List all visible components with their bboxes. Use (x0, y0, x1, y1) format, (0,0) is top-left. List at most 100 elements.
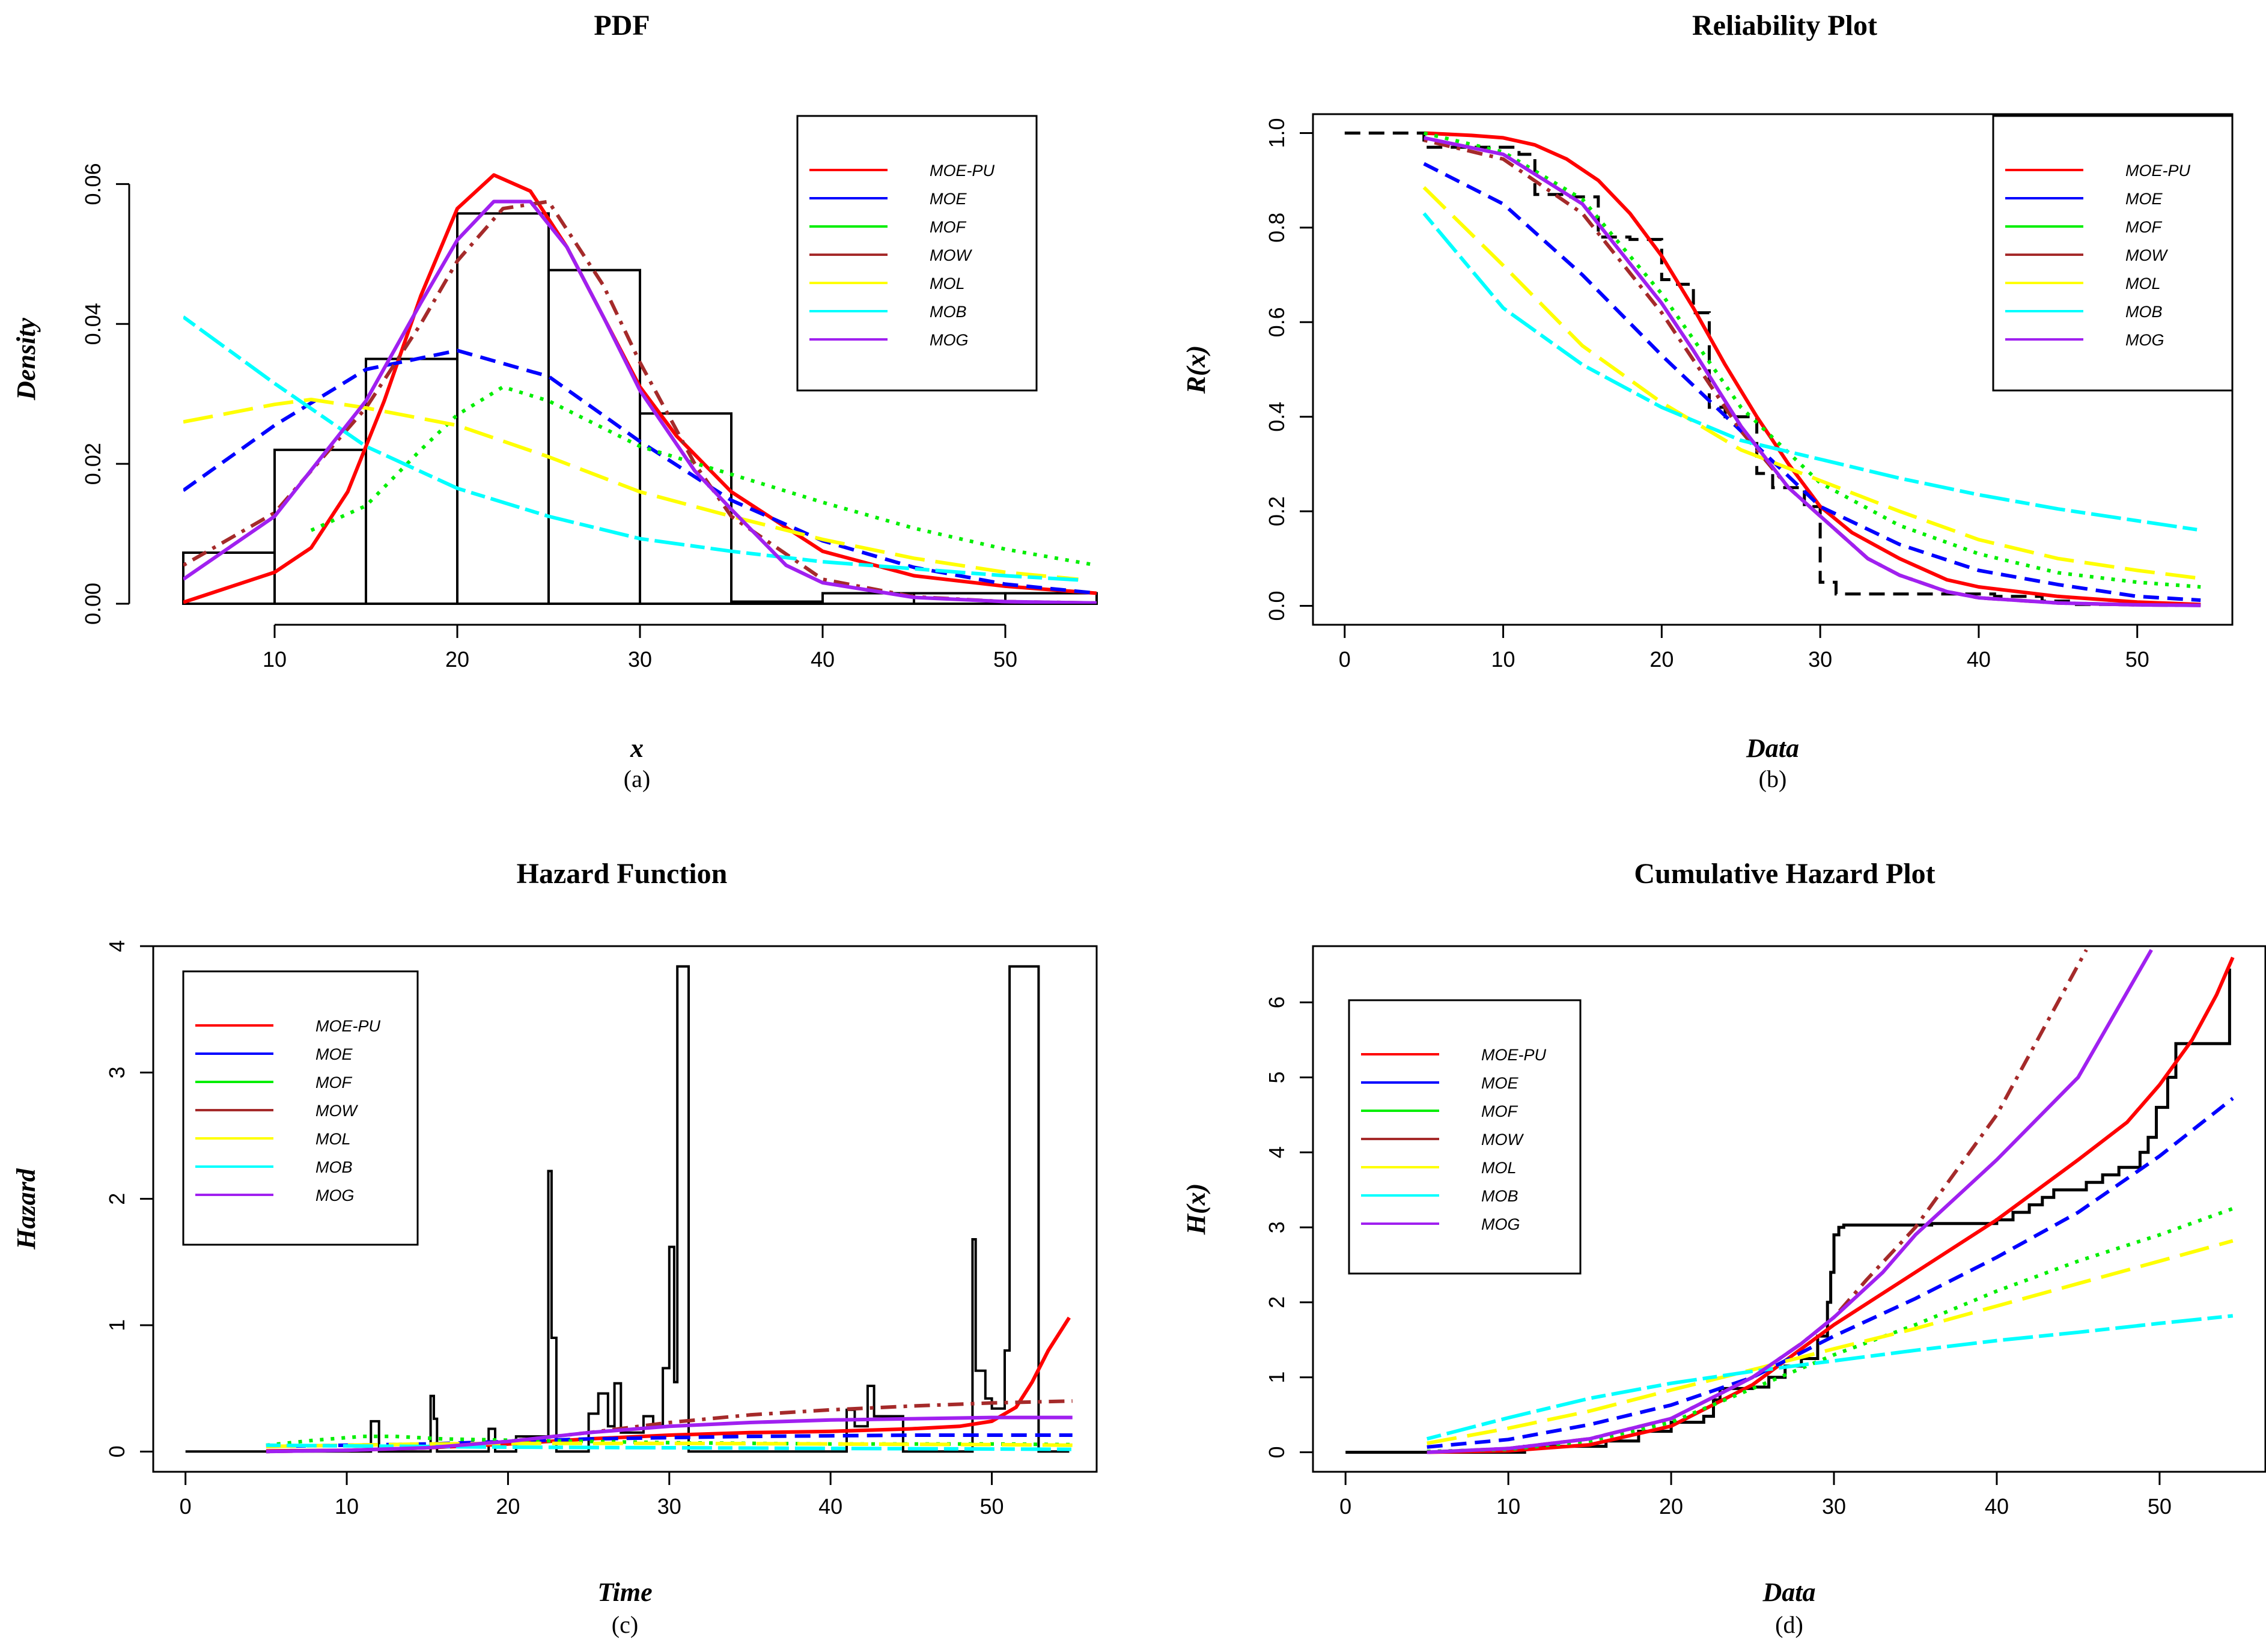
series-line-moe (183, 348, 1097, 595)
series-line-mof (1424, 131, 2201, 589)
x-tick-label: 50 (980, 1494, 1004, 1519)
series-line-moe-pu (266, 1316, 1071, 1453)
x-tick-label: 40 (1985, 1494, 2009, 1519)
x-tick-label: 30 (657, 1494, 681, 1519)
x-tick-label: 20 (1649, 647, 1674, 672)
legend-label-moe-pu: MOE-PU (930, 162, 995, 180)
x-tick-label: 10 (263, 647, 287, 672)
series-line-mow (266, 1399, 1073, 1454)
empirical-curve (1345, 968, 2231, 1454)
series-line-mog (266, 1415, 1073, 1454)
series-line-moe-pu (1427, 956, 2235, 1454)
histogram-bar (456, 212, 550, 606)
y-tick-label: 4 (1264, 1146, 1289, 1158)
panel-caption: (b) (1759, 765, 1787, 792)
histogram-bar (273, 448, 367, 605)
legend-label-moe-pu: MOE-PU (315, 1017, 381, 1035)
y-tick-label: 0.00 (81, 583, 105, 625)
y-tick-label: 1 (1264, 1371, 1289, 1383)
panel-pdf: PDF 10 20 30 40 50 0.00 0.02 0.04 0.06 x Density (a)… (11, 10, 1098, 792)
panel-caption: (a) (624, 765, 650, 792)
histogram-bar (547, 269, 641, 605)
x-tick-label: 0 (180, 1494, 192, 1519)
series-line-mob (1422, 212, 2201, 532)
legend-label-mow: MOW (930, 246, 972, 264)
y-tick-label: 0.2 (1264, 496, 1289, 526)
series-line-moe-pu (1424, 131, 2201, 607)
series-line-moe-pu (183, 173, 1097, 604)
x-tick-label: 0 (1339, 647, 1351, 672)
x-tick-label: 30 (1808, 647, 1832, 672)
y-tick-label: 2 (1264, 1296, 1289, 1308)
legend-box (1992, 115, 2234, 392)
empirical-curve (185, 965, 1070, 1453)
panel-cumhazard: Cumulative Hazard Plot 0 10 20 30 40 50 0 1 2 3 4 5 6… (1181, 858, 2266, 1638)
y-axis-label: Density (11, 318, 41, 401)
series-line-mog (1427, 949, 2153, 1454)
x-tick-label: 40 (811, 647, 835, 672)
legend-label-moe: MOE (1481, 1074, 1518, 1092)
y-tick-label: 6 (1264, 997, 1289, 1009)
legend: MOE-PU MOE MOF MOW MOL MOB MOG (1348, 999, 1582, 1275)
histogram-bar (639, 412, 732, 605)
legend-label-mol: MOL (930, 275, 965, 293)
series-line-mol (1422, 186, 2201, 580)
legend-label-moe-pu: MOE-PU (1481, 1046, 1547, 1064)
y-tick-label: 1 (105, 1319, 129, 1331)
legend-box (182, 970, 419, 1246)
x-tick-label: 40 (818, 1494, 842, 1519)
y-tick-label: 0.06 (81, 163, 105, 205)
legend-label-mow: MOW (315, 1102, 358, 1120)
series-line-mol (1427, 1239, 2234, 1445)
y-tick-label: 4 (105, 940, 129, 952)
x-tick-label: 50 (2125, 647, 2149, 672)
chart-title: Reliability Plot (1692, 10, 1877, 41)
y-tick-label: 3 (1264, 1221, 1289, 1233)
legend-label-moe-pu: MOE-PU (2125, 162, 2191, 180)
x-tick-label: 20 (445, 647, 469, 672)
series-line-mof (310, 385, 1097, 567)
y-axis-label: Hazard (11, 1168, 41, 1250)
y-tick-label: 5 (1264, 1071, 1289, 1083)
y-tick-label: 0.8 (1264, 213, 1289, 243)
y-tick-label: 0.0 (1264, 591, 1289, 621)
legend-box (1348, 999, 1582, 1275)
x-tick-label: 10 (1496, 1494, 1520, 1519)
legend: MOE-PU MOE MOF MOW MOL MOB MOG (1992, 115, 2234, 392)
x-axis-label: x (630, 733, 644, 763)
legend-label-mol: MOL (315, 1130, 351, 1148)
y-tick-label: 0.4 (1264, 402, 1289, 432)
legend-label-mof: MOF (315, 1073, 352, 1092)
x-tick-label: 10 (335, 1494, 359, 1519)
y-tick-label: 2 (105, 1193, 129, 1205)
series-line-mol (183, 398, 1079, 582)
x-axis-label: Data (1746, 733, 1799, 763)
panel-hazard: Hazard Function 0 10 20 30 40 50 0 1 2 3 4 Time Hazar… (11, 858, 1098, 1638)
x-tick-label: 50 (2148, 1494, 2172, 1519)
legend: MOE-PU MOE MOF MOW MOL MOB MOG (796, 115, 1038, 392)
legend-label-mol: MOL (1481, 1159, 1517, 1177)
legend-label-mow: MOW (1481, 1131, 1524, 1149)
chart-title: PDF (594, 10, 650, 41)
y-tick-label: 3 (105, 1066, 129, 1078)
legend-box (796, 115, 1038, 392)
legend-label-moe: MOE (2125, 190, 2163, 208)
legend-label-mof: MOF (1481, 1102, 1518, 1120)
y-tick-label: 0.04 (81, 303, 105, 345)
series-line-moe (1427, 1097, 2234, 1449)
panel-caption: (d) (1775, 1611, 1803, 1638)
x-tick-label: 30 (1822, 1494, 1846, 1519)
x-tick-label: 20 (496, 1494, 520, 1519)
legend-label-mog: MOG (2125, 331, 2164, 349)
y-tick-label: 0 (1264, 1447, 1289, 1459)
panel-reliability: Reliability Plot 0 10 20 30 40 50 0.0 0.2 0.4 0.6 0… (1181, 10, 2234, 792)
y-axis-label: H(x) (1181, 1183, 1211, 1236)
x-axis-label: Data (1762, 1578, 1816, 1607)
legend-label-mob: MOB (1481, 1187, 1518, 1205)
series-line-moe (1423, 162, 2201, 603)
x-tick-label: 10 (1491, 647, 1515, 672)
legend-label-moe: MOE (930, 190, 967, 208)
series-line-mob (1426, 1314, 2234, 1441)
legend-label-mob: MOB (930, 303, 967, 321)
